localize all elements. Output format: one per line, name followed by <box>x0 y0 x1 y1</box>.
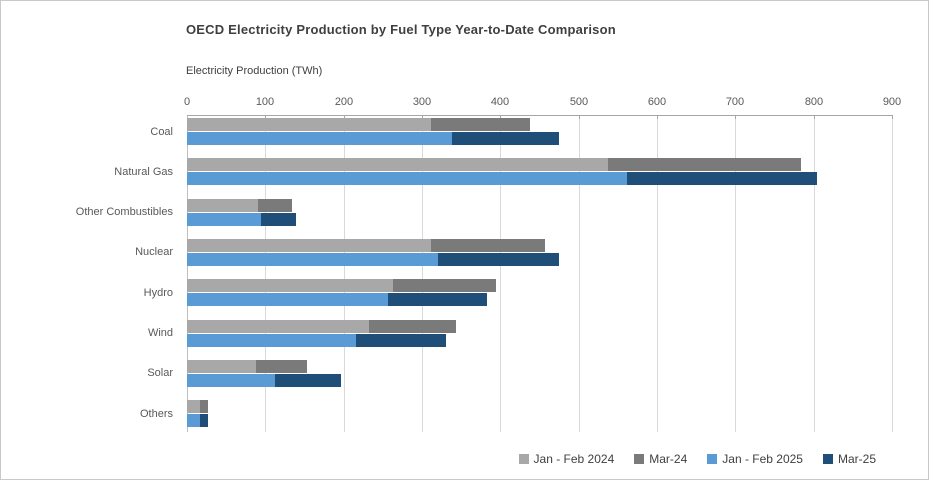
legend-item-jan-feb-2024: Jan - Feb 2024 <box>518 452 615 466</box>
legend-swatch-icon <box>822 454 833 464</box>
gridline <box>500 115 501 432</box>
bar-segment-jan-feb-2024-nuclear <box>187 239 431 252</box>
category-axis: Coal Natural Gas Other Combustibles Nuclear… <box>1 115 180 432</box>
x-axis-tick-label: 900 <box>882 96 902 108</box>
axis-tick <box>735 115 736 119</box>
legend-item-jan-feb-2025: Jan - Feb 2025 <box>707 452 803 466</box>
legend-swatch-icon <box>707 454 718 464</box>
gridline <box>892 115 893 432</box>
bar-segment-jan-feb-2024-hydro <box>187 279 393 292</box>
x-axis-tick-label: 300 <box>412 96 432 108</box>
axis-tick <box>814 115 815 119</box>
category-label: Natural Gas <box>114 165 173 178</box>
gridline <box>422 115 423 432</box>
x-axis-tick-label: 0 <box>183 96 191 108</box>
legend-swatch-icon <box>634 454 645 464</box>
bar-segment-jan-feb-2025-hydro <box>187 293 388 306</box>
category-axis-line <box>187 115 188 432</box>
bar-segment-jan-feb-2024-solar <box>187 360 256 373</box>
bar-segment-jan-feb-2024-coal <box>187 118 431 131</box>
axis-tick <box>579 115 580 119</box>
bar-segment-mar-25-solar <box>275 374 341 387</box>
bar-segment-mar-25-other-combustibles <box>261 213 296 226</box>
legend-label: Mar-24 <box>649 452 688 466</box>
x-axis-tick-label: 700 <box>725 96 745 108</box>
legend-label: Mar-25 <box>837 452 876 466</box>
category-label: Coal <box>150 125 173 138</box>
legend-label: Jan - Feb 2025 <box>722 452 803 466</box>
bar-segment-mar-24-coal <box>431 118 530 131</box>
value-axis-title: Electricity Production (TWh) <box>186 65 323 77</box>
x-axis-tick-label: 100 <box>255 96 275 108</box>
bar-segment-mar-25-wind <box>356 334 446 347</box>
bar-segment-jan-feb-2024-other-combustibles <box>187 199 258 212</box>
axis-tick <box>344 115 345 119</box>
bar-segment-mar-25-coal <box>452 132 559 145</box>
plot-area: 0 100 200 300 400 500 600 700 800 900 <box>184 96 901 432</box>
category-label: Hydro <box>143 286 173 299</box>
bar-segment-mar-24-natural-gas <box>608 158 801 171</box>
gridline <box>657 115 658 432</box>
gridline <box>265 115 266 432</box>
legend-item-mar-24: Mar-24 <box>634 452 687 466</box>
bar-segment-mar-24-other-combustibles <box>258 199 292 212</box>
category-label: Other Combustibles <box>75 206 173 219</box>
bar-segment-mar-24-hydro <box>393 279 496 292</box>
x-axis-tick-label: 600 <box>647 96 667 108</box>
legend-swatch-icon <box>518 454 529 464</box>
bar-segment-jan-feb-2024-others <box>187 400 200 413</box>
category-label: Wind <box>147 327 173 339</box>
legend-label: Jan - Feb 2024 <box>533 452 615 466</box>
bar-segment-mar-24-nuclear <box>431 239 545 252</box>
legend-item-mar-25: Mar-25 <box>822 452 876 466</box>
bar-segment-mar-24-others <box>200 400 208 413</box>
axis-tick <box>422 115 423 119</box>
bar-segment-jan-feb-2025-others <box>187 414 200 427</box>
bar-segment-mar-25-others <box>200 414 208 427</box>
gridline <box>735 115 736 432</box>
category-label: Others <box>139 407 173 420</box>
bar-segment-mar-25-natural-gas <box>627 172 817 185</box>
gridline <box>579 115 580 432</box>
bar-segment-jan-feb-2024-wind <box>187 320 369 333</box>
x-axis-tick-label: 500 <box>569 96 589 108</box>
bar-segment-jan-feb-2025-wind <box>187 334 356 347</box>
x-axis-tick-label: 400 <box>490 96 510 108</box>
value-axis-line <box>187 115 893 116</box>
axis-tick <box>500 115 501 119</box>
x-axis-tick-label: 200 <box>334 96 354 108</box>
axis-tick <box>657 115 658 119</box>
legend: Jan - Feb 2024 Mar-24 Jan - Feb 2025 Mar-25 <box>1 452 876 466</box>
bar-segment-mar-24-solar <box>256 360 307 373</box>
category-label: Nuclear <box>135 246 173 259</box>
x-axis-tick-label: 800 <box>804 96 824 108</box>
bar-segment-mar-24-wind <box>369 320 456 333</box>
axis-tick <box>892 115 893 119</box>
bar-segment-mar-25-nuclear <box>438 253 559 266</box>
gridline <box>814 115 815 432</box>
bar-segment-jan-feb-2025-coal <box>187 132 452 145</box>
chart-title: OECD Electricity Production by Fuel Type… <box>186 22 616 37</box>
bar-segment-jan-feb-2025-solar <box>187 374 275 387</box>
bar-segment-mar-25-hydro <box>388 293 487 306</box>
category-label: Solar <box>147 367 173 380</box>
bar-segment-jan-feb-2025-natural-gas <box>187 172 627 185</box>
gridline <box>344 115 345 432</box>
axis-tick <box>265 115 266 119</box>
bar-segment-jan-feb-2025-nuclear <box>187 253 438 266</box>
bar-segment-jan-feb-2024-natural-gas <box>187 158 608 171</box>
bar-segment-jan-feb-2025-other-combustibles <box>187 213 261 226</box>
